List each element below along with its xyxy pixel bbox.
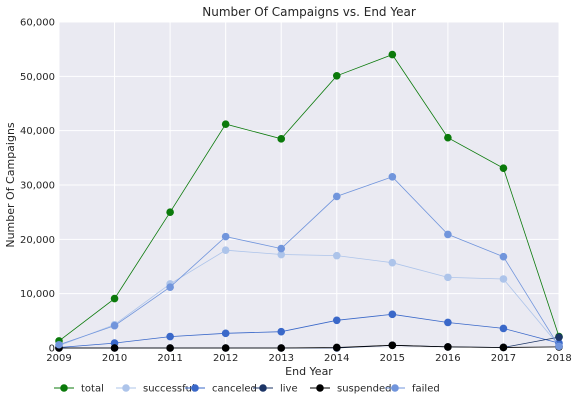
legend-marker	[60, 384, 68, 392]
legend-item-canceled: canceled	[185, 384, 257, 395]
legend-item-suspended: suspended	[310, 384, 391, 395]
legend-item-failed: failed	[385, 384, 440, 395]
legend-label: successful	[143, 384, 195, 395]
x-tick-label: 2010	[102, 353, 127, 364]
y-tick-label: 50,000	[20, 72, 55, 83]
legend-label: live	[280, 384, 298, 395]
data-point	[333, 72, 341, 80]
x-tick-label: 2014	[324, 353, 349, 364]
legend-marker	[316, 384, 324, 392]
data-point	[277, 344, 285, 352]
data-point	[389, 341, 397, 349]
data-point	[277, 328, 285, 336]
data-point	[555, 343, 563, 351]
data-point	[222, 233, 230, 241]
legend-item-live: live	[253, 384, 298, 395]
data-point	[444, 134, 452, 142]
x-tick-label: 2017	[491, 353, 516, 364]
x-tick-label: 2015	[380, 353, 405, 364]
legend-item-successful: successful	[116, 384, 195, 395]
data-point	[111, 322, 119, 330]
data-point	[500, 325, 508, 333]
y-tick-label: 20,000	[20, 235, 55, 246]
y-tick-label: 60,000	[20, 18, 55, 29]
legend: total successful canceled live suspended fail…	[54, 384, 440, 395]
data-point	[555, 333, 563, 341]
data-point	[333, 193, 341, 201]
data-point	[166, 208, 174, 216]
data-point	[111, 344, 119, 352]
data-point	[277, 135, 285, 143]
data-point	[444, 343, 452, 351]
data-point	[389, 51, 397, 59]
y-tick-label: 40,000	[20, 126, 55, 137]
data-point	[500, 253, 508, 261]
data-point	[166, 344, 174, 352]
data-point	[222, 246, 230, 254]
legend-item-total: total	[54, 384, 104, 395]
legend-label: suspended	[337, 384, 391, 395]
legend-marker	[259, 384, 267, 392]
legend-label: canceled	[212, 384, 257, 395]
data-point	[389, 259, 397, 267]
data-point	[444, 274, 452, 282]
x-tick-label: 2016	[435, 353, 460, 364]
data-point	[222, 330, 230, 338]
data-point	[222, 344, 230, 352]
data-point	[277, 245, 285, 253]
data-point	[389, 173, 397, 181]
legend-marker	[122, 384, 130, 392]
data-point	[444, 231, 452, 239]
x-axis-ticks: 2009 2010 2011 2012 2013 2014 2015 2016 2017 2018	[46, 353, 571, 364]
data-point	[166, 283, 174, 291]
data-point	[444, 319, 452, 327]
data-point	[500, 344, 508, 352]
chart-title: Number Of Campaigns vs. End Year	[202, 5, 416, 19]
legend-marker	[191, 384, 199, 392]
x-tick-label: 2009	[46, 353, 71, 364]
data-point	[389, 311, 397, 319]
x-axis-label: End Year	[285, 365, 333, 378]
x-tick-label: 2013	[268, 353, 293, 364]
data-point	[500, 275, 508, 283]
legend-marker	[391, 384, 399, 392]
data-point	[333, 252, 341, 260]
x-tick-label: 2012	[213, 353, 238, 364]
data-point	[111, 295, 119, 303]
x-tick-label: 2018	[546, 353, 571, 364]
data-point	[333, 316, 341, 324]
y-axis-label: Number Of Campaigns	[4, 122, 17, 248]
y-tick-label: 30,000	[20, 181, 55, 192]
data-point	[166, 333, 174, 341]
data-point	[500, 164, 508, 172]
x-tick-label: 2011	[157, 353, 182, 364]
data-point	[222, 120, 230, 128]
legend-label: failed	[412, 384, 440, 395]
data-point	[55, 341, 63, 349]
legend-label: total	[81, 384, 104, 395]
data-point	[333, 344, 341, 352]
y-tick-label: 10,000	[20, 289, 55, 300]
